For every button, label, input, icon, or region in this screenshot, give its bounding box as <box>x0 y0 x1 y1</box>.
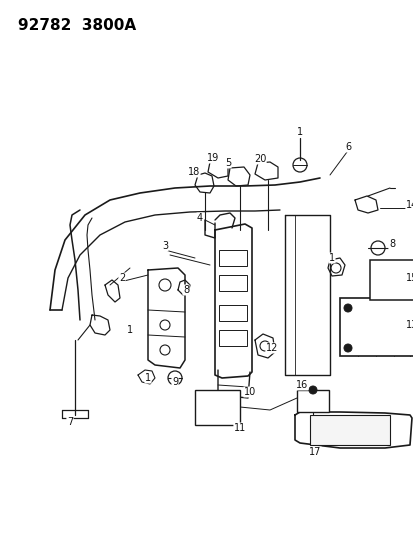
FancyBboxPatch shape <box>218 305 247 321</box>
Text: 10: 10 <box>243 387 256 397</box>
Text: 4: 4 <box>197 213 202 223</box>
Text: 12: 12 <box>265 343 278 353</box>
Text: 9: 9 <box>171 377 178 387</box>
Text: 5: 5 <box>224 158 230 168</box>
FancyBboxPatch shape <box>309 415 389 445</box>
FancyBboxPatch shape <box>339 298 413 356</box>
FancyBboxPatch shape <box>218 330 247 346</box>
FancyBboxPatch shape <box>296 390 328 412</box>
Text: 1: 1 <box>328 253 334 263</box>
FancyBboxPatch shape <box>369 260 413 300</box>
Text: 2: 2 <box>119 273 125 283</box>
Text: 19: 19 <box>206 153 218 163</box>
Text: 8: 8 <box>183 285 189 295</box>
Text: 1: 1 <box>127 325 133 335</box>
Circle shape <box>343 304 351 312</box>
Text: 13: 13 <box>405 320 413 330</box>
Text: 20: 20 <box>253 154 266 164</box>
FancyBboxPatch shape <box>218 250 247 266</box>
FancyBboxPatch shape <box>218 275 247 291</box>
Text: 8: 8 <box>388 239 394 249</box>
Text: 18: 18 <box>188 167 199 177</box>
Text: 7: 7 <box>67 417 73 427</box>
Text: 17: 17 <box>308 447 320 457</box>
Text: 1: 1 <box>296 127 302 137</box>
Text: 11: 11 <box>233 423 246 433</box>
Text: 92782  3800A: 92782 3800A <box>18 18 136 33</box>
Text: 3: 3 <box>161 241 168 251</box>
Text: 16: 16 <box>295 380 307 390</box>
Text: 6: 6 <box>344 142 350 152</box>
Text: 1: 1 <box>145 373 151 383</box>
Circle shape <box>308 386 316 394</box>
Text: 15: 15 <box>405 273 413 283</box>
Text: 14: 14 <box>405 200 413 210</box>
Circle shape <box>343 344 351 352</box>
FancyBboxPatch shape <box>195 390 240 425</box>
